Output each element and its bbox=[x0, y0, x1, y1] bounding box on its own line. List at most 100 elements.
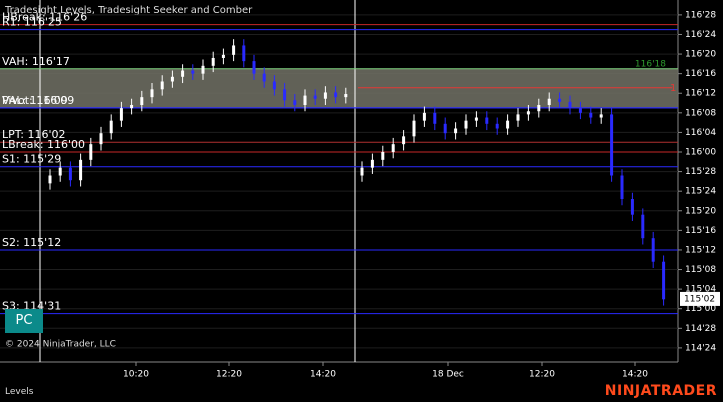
copyright: © 2024 NinjaTrader, LLC bbox=[5, 340, 116, 350]
candle-body bbox=[360, 167, 364, 176]
y-tick-label: 116'20 bbox=[685, 50, 716, 60]
candle-body bbox=[443, 123, 447, 134]
candle-body bbox=[211, 57, 215, 66]
y-tick-label: 115'00 bbox=[685, 304, 716, 314]
candle-body bbox=[170, 76, 174, 82]
y-tick-label: 116'16 bbox=[685, 69, 716, 79]
candle-body bbox=[130, 104, 134, 109]
chart-title: Tradesight Levels, Tradesight Seeker and… bbox=[4, 5, 253, 16]
x-tick-label: 14:20 bbox=[310, 370, 336, 380]
candle-body bbox=[433, 112, 437, 124]
y-tick-label: 115'28 bbox=[685, 167, 716, 177]
y-tick-label: 115'04 bbox=[685, 285, 716, 295]
candle-body bbox=[58, 167, 62, 176]
candle-body bbox=[589, 112, 593, 118]
level-label: LBreak: 116'00 bbox=[2, 138, 85, 151]
y-tick-label: 115'24 bbox=[685, 187, 716, 197]
x-tick-label: 10:20 bbox=[123, 370, 149, 380]
level-label: LPT: 116'02 bbox=[2, 128, 66, 141]
y-tick-label: 114'24 bbox=[685, 343, 716, 353]
candle-body bbox=[160, 81, 164, 90]
x-tick-label: 12:20 bbox=[216, 370, 242, 380]
candle-body bbox=[191, 70, 195, 74]
level-label: VAH: 116'17 bbox=[2, 55, 70, 68]
candle-body bbox=[526, 111, 530, 115]
y-tick-label: 115'16 bbox=[685, 226, 716, 236]
tab[interactable]: Levels bbox=[5, 387, 34, 397]
candle-body bbox=[252, 61, 256, 74]
candle-body bbox=[641, 214, 645, 239]
candle-body bbox=[48, 175, 52, 184]
candle-body bbox=[370, 159, 374, 168]
candle-body bbox=[495, 123, 499, 129]
candle-body bbox=[537, 104, 541, 112]
x-tick-label: 18 Dec bbox=[432, 370, 464, 380]
candle-body bbox=[620, 175, 624, 200]
candle-body bbox=[79, 159, 83, 181]
candle-body bbox=[150, 89, 154, 98]
level-label: HBreak: 116'26 bbox=[2, 11, 87, 24]
y-tick-label: 116'00 bbox=[685, 148, 716, 158]
candle-body bbox=[381, 152, 385, 160]
y-tick-label: 116'28 bbox=[685, 10, 716, 20]
candle-body bbox=[242, 45, 246, 62]
candle-body bbox=[578, 108, 582, 113]
y-tick-label: 115'08 bbox=[685, 265, 716, 275]
candle-body bbox=[99, 133, 103, 145]
candle-body bbox=[68, 167, 72, 181]
candle-body bbox=[221, 54, 225, 58]
candle-body bbox=[232, 45, 236, 55]
candle-body bbox=[454, 128, 458, 134]
level-label: R1: 116'25 bbox=[2, 16, 62, 29]
y-tick-label: 116'04 bbox=[685, 128, 716, 138]
level-label: S1: 115'29 bbox=[2, 153, 61, 166]
candle-body bbox=[599, 114, 603, 118]
candle-body bbox=[516, 114, 520, 121]
candle-body bbox=[630, 199, 634, 215]
candle-body bbox=[323, 92, 327, 99]
y-tick-label: 115'20 bbox=[685, 206, 716, 216]
candle-body bbox=[313, 95, 317, 99]
candle-body bbox=[344, 94, 348, 98]
candle-body bbox=[109, 120, 113, 134]
candle-body bbox=[412, 120, 416, 137]
x-tick-label: 14:20 bbox=[622, 370, 648, 380]
y-tick-label: 116'12 bbox=[685, 89, 716, 99]
candle-body bbox=[651, 238, 655, 262]
candle-body bbox=[402, 136, 406, 145]
x-tick-label: 12:20 bbox=[529, 370, 555, 380]
candle-body bbox=[391, 144, 395, 153]
candle-body bbox=[568, 101, 572, 109]
y-tick-label: 116'08 bbox=[685, 108, 716, 118]
logo: NINJATRADER bbox=[604, 383, 717, 399]
candle-body bbox=[662, 261, 666, 300]
candle-body bbox=[558, 98, 562, 102]
candle-body bbox=[293, 100, 297, 105]
candle-body bbox=[547, 98, 551, 105]
candle-body bbox=[181, 70, 185, 77]
candle-body bbox=[262, 73, 266, 82]
last-price-box bbox=[680, 291, 720, 306]
candle-body bbox=[422, 112, 426, 121]
candle-body bbox=[464, 120, 468, 129]
level-label: Pivot: 116'09 bbox=[2, 94, 74, 107]
candle-body bbox=[283, 89, 287, 101]
candle-body bbox=[119, 108, 123, 121]
candle-body bbox=[272, 81, 276, 90]
candle-body bbox=[140, 97, 144, 105]
candle-body bbox=[506, 120, 510, 129]
candle-body bbox=[303, 95, 307, 105]
value-area bbox=[0, 68, 678, 108]
y-tick-label: 114'28 bbox=[685, 324, 716, 334]
candle-body bbox=[334, 92, 338, 98]
last-price-label: 115'02 bbox=[684, 294, 715, 304]
marker-label: 1 bbox=[670, 83, 676, 94]
pc-button[interactable]: PC bbox=[5, 309, 43, 333]
y-tick-label: 115'12 bbox=[685, 245, 716, 255]
level-label: S2: 115'12 bbox=[2, 236, 61, 249]
candle-body bbox=[485, 117, 489, 124]
candle-body bbox=[610, 114, 614, 176]
annotation: 116'18 bbox=[635, 59, 666, 69]
